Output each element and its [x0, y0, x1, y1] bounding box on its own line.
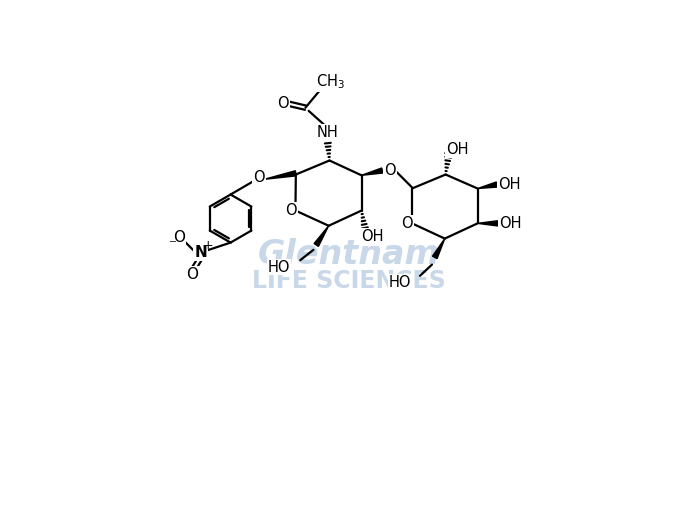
- Polygon shape: [477, 182, 498, 189]
- Text: Glentham: Glentham: [258, 238, 440, 271]
- Polygon shape: [477, 221, 498, 226]
- Text: ⁻: ⁻: [168, 237, 177, 252]
- Text: N: N: [194, 245, 207, 260]
- Text: HO: HO: [388, 275, 411, 290]
- Text: O: O: [187, 267, 198, 282]
- Text: O: O: [277, 96, 288, 111]
- Text: OH: OH: [446, 142, 469, 157]
- Text: CH$_3$: CH$_3$: [316, 72, 345, 91]
- Text: OH: OH: [499, 216, 522, 231]
- Text: HO: HO: [268, 259, 290, 275]
- Text: O: O: [285, 203, 296, 218]
- Text: LIFE SCIENCES: LIFE SCIENCES: [252, 269, 445, 293]
- Polygon shape: [264, 171, 296, 179]
- Polygon shape: [314, 226, 329, 246]
- Text: NH: NH: [317, 125, 338, 140]
- Text: O: O: [253, 170, 265, 185]
- Polygon shape: [432, 239, 445, 258]
- Text: OH: OH: [361, 229, 384, 244]
- Text: O: O: [173, 230, 185, 245]
- Polygon shape: [361, 168, 383, 175]
- Text: +: +: [203, 239, 213, 252]
- Text: O: O: [384, 163, 396, 178]
- Text: OH: OH: [498, 177, 521, 192]
- Text: O: O: [402, 216, 413, 231]
